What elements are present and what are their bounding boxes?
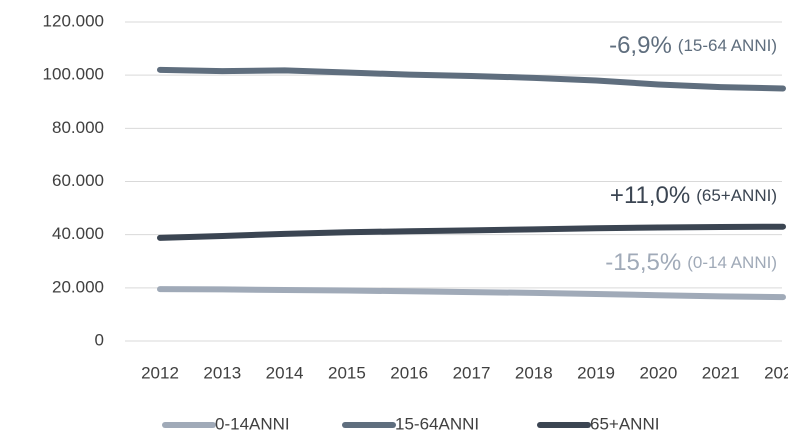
annotation: -6,9% (15-64 ANNI): [609, 32, 777, 59]
y-tick-label: 20.000: [52, 277, 104, 296]
line-series: [157, 223, 786, 241]
annotation-value: -6,9%: [609, 32, 672, 59]
line-series: [157, 66, 786, 92]
y-tick-label: 100.000: [43, 65, 104, 84]
y-tick-label: 120.000: [43, 11, 104, 30]
annotation: +11,0% (65+ANNI): [610, 182, 777, 209]
annotation-note: (15-64 ANNI): [678, 36, 777, 55]
y-tick-label: 80.000: [52, 118, 104, 137]
annotation-value: -15,5%: [605, 249, 681, 276]
legend-label: 65+ANNI: [590, 414, 659, 433]
y-tick-label: 60.000: [52, 171, 104, 190]
x-tick-label: 2016: [390, 363, 428, 382]
annotation-note: (0-14 ANNI): [687, 253, 777, 272]
legend-label: 0-14ANNI: [215, 414, 290, 433]
line-series: [157, 286, 786, 301]
y-tick-label: 40.000: [52, 224, 104, 243]
x-tick-label: 2017: [453, 363, 491, 382]
legend-label: 15-64ANNI: [395, 414, 479, 433]
annotation-note: (65+ANNI): [696, 186, 777, 205]
x-tick-label: 2021: [702, 363, 740, 382]
x-tick-label: 2014: [266, 363, 304, 382]
y-tick-label: 0: [95, 330, 104, 349]
x-tick-label: 2015: [328, 363, 366, 382]
x-tick-label: 2018: [515, 363, 553, 382]
annotation: -15,5% (0-14 ANNI): [605, 249, 777, 276]
annotation-value: +11,0%: [610, 182, 690, 209]
x-tick-label: 2012: [141, 363, 179, 382]
x-tick-label: 2022: [764, 363, 788, 382]
x-tick-label: 2013: [203, 363, 241, 382]
x-tick-label: 2019: [577, 363, 615, 382]
x-tick-label: 2020: [639, 363, 677, 382]
